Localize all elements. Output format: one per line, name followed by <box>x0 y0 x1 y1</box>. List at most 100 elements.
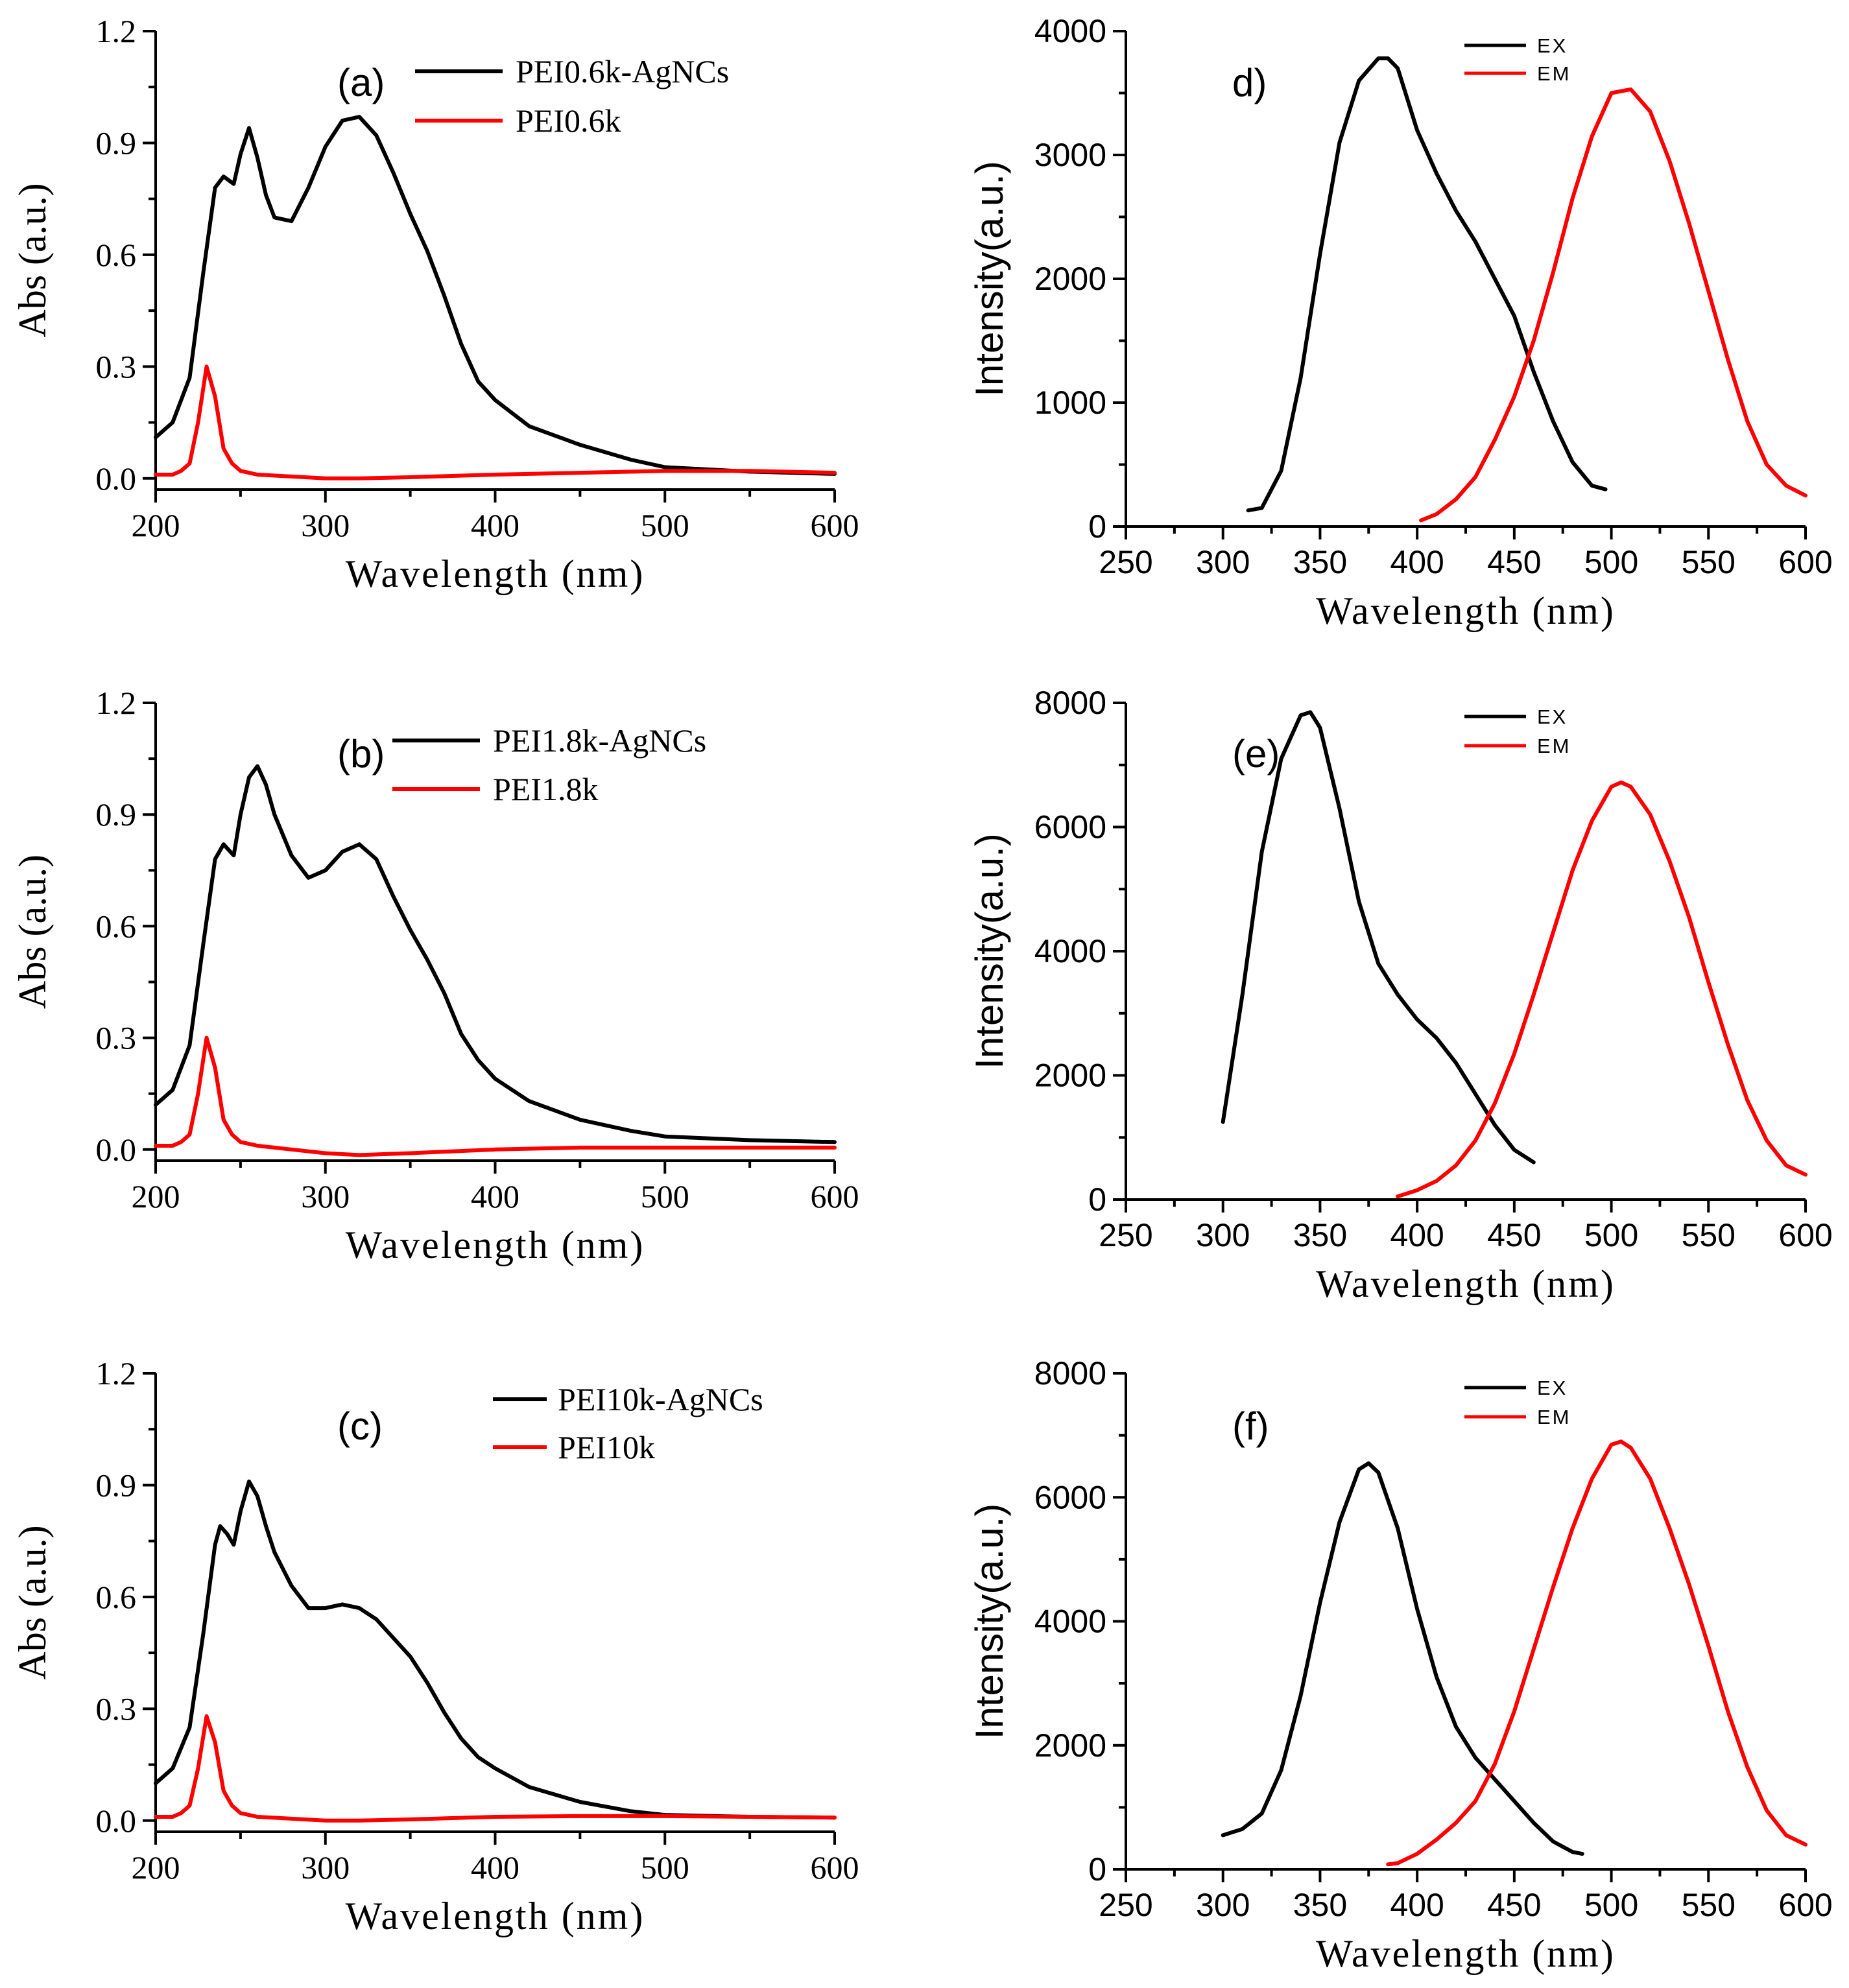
panel-label: (f) <box>1232 1404 1269 1448</box>
series-line-pei1-8k-agncs <box>154 764 837 1144</box>
x-tick-label: 500 <box>641 1849 689 1886</box>
y-tick-label: 1.2 <box>96 685 137 721</box>
y-axis-title: Abs (a.u.) <box>11 183 54 337</box>
y-tick-label: 0 <box>1088 1851 1106 1887</box>
y-tick-label: 2000 <box>1034 261 1106 297</box>
legend-label: EX <box>1537 34 1568 57</box>
x-tick-label: 250 <box>1099 544 1152 580</box>
legend-label: EM <box>1537 62 1571 85</box>
x-axis-title: Wavelength (nm) <box>346 1895 645 1937</box>
legend-label: EM <box>1537 735 1571 757</box>
y-axis-title: Intensity(a.u.) <box>968 161 1011 397</box>
x-tick-label: 600 <box>1778 1217 1832 1253</box>
x-tick-label: 400 <box>471 1849 519 1886</box>
x-tick-label: 600 <box>811 1849 859 1886</box>
y-axis-title: Intensity(a.u.) <box>968 1504 1011 1740</box>
legend-label: EM <box>1537 1406 1571 1428</box>
legend: EX EM <box>1464 705 1571 757</box>
x-tick-label: 450 <box>1487 544 1541 580</box>
legend-label: EX <box>1537 1377 1568 1399</box>
x-tick-label: 500 <box>641 1178 689 1214</box>
x-tick-label: 400 <box>1390 1217 1444 1253</box>
y-tick-label: 0.3 <box>96 1690 137 1727</box>
chart-panel-d: 250 300 350 400 450 500 550 600 0 1000 2000 3000 400… <box>968 13 1833 632</box>
chart-panel-a: 200 300 400 500 600 0.0 0.3 0.6 0.9 1.2 Wavelength… <box>11 13 859 595</box>
y-tick-label: 0.6 <box>96 1579 137 1615</box>
y-tick-label: 2000 <box>1034 1058 1106 1094</box>
legend-label: PEI10k-AgNCs <box>558 1381 763 1417</box>
y-tick-label: 1000 <box>1034 385 1106 421</box>
y-tick-label: 8000 <box>1034 685 1106 721</box>
panel-label: d) <box>1232 61 1267 104</box>
x-tick-label: 450 <box>1487 1217 1541 1253</box>
x-tick-label: 350 <box>1293 1887 1347 1923</box>
x-tick-label: 400 <box>471 1178 519 1214</box>
x-tick-label: 550 <box>1682 1217 1736 1253</box>
series-line-pei10k-agncs <box>154 1479 837 1820</box>
x-axis-title: Wavelength (nm) <box>1316 1932 1616 1975</box>
x-tick-label: 600 <box>1778 544 1832 580</box>
y-tick-label: 0.6 <box>96 908 137 944</box>
legend-label: PEI0.6k <box>516 102 621 139</box>
x-tick-label: 300 <box>301 507 350 543</box>
y-tick-label: 0.9 <box>96 796 137 833</box>
y-tick-label: 0 <box>1088 508 1106 545</box>
x-tick-label: 300 <box>301 1178 350 1214</box>
x-tick-label: 300 <box>1196 1887 1250 1923</box>
panel-label: (e) <box>1232 732 1280 775</box>
series-line-ex <box>1221 1461 1584 1856</box>
x-tick-label: 550 <box>1682 544 1736 580</box>
x-tick-label: 400 <box>1390 544 1444 580</box>
legend-label: PEI1.8k <box>493 771 599 807</box>
chart-panel-c: 200 300 400 500 600 0.0 0.3 0.6 0.9 1.2 Wavelength… <box>11 1355 859 1937</box>
x-tick-label: 300 <box>1196 544 1250 580</box>
y-tick-label: 0.3 <box>96 348 137 385</box>
y-tick-label: 3000 <box>1034 137 1106 173</box>
panel-label: (c) <box>337 1404 383 1448</box>
x-tick-label: 300 <box>301 1849 350 1886</box>
x-tick-label: 350 <box>1293 544 1347 580</box>
x-axis-title: Wavelength (nm) <box>346 1224 645 1266</box>
y-tick-label: 0.0 <box>96 460 137 497</box>
y-tick-label: 4000 <box>1034 13 1106 49</box>
legend-label: PEI1.8k-AgNCs <box>493 722 706 759</box>
y-tick-label: 2000 <box>1034 1727 1106 1764</box>
series-line-em <box>1419 87 1807 523</box>
y-tick-label: 0.3 <box>96 1020 137 1056</box>
x-tick-label: 600 <box>811 507 859 543</box>
y-axis-title: Intensity(a.u.) <box>968 833 1011 1069</box>
x-tick-label: 500 <box>1584 1217 1638 1253</box>
x-tick-label: 450 <box>1487 1887 1541 1923</box>
y-tick-label: 0 <box>1088 1181 1106 1218</box>
legend-label: PEI10k <box>558 1429 655 1465</box>
y-tick-label: 0.0 <box>96 1803 137 1839</box>
chart-panel-b: 200 300 400 500 600 0.0 0.3 0.6 0.9 1.2 Wavelength… <box>11 685 859 1266</box>
x-tick-label: 600 <box>811 1178 859 1214</box>
series-line-pei1-8k <box>154 1035 837 1157</box>
legend: EX EM <box>1464 34 1571 85</box>
legend: PEI0.6k-AgNCs PEI0.6k <box>415 53 729 139</box>
legend-label: PEI0.6k-AgNCs <box>516 53 729 89</box>
legend: PEI1.8k-AgNCs PEI1.8k <box>392 722 706 807</box>
legend: PEI10k-AgNCs PEI10k <box>493 1381 763 1465</box>
panel-label: (b) <box>337 732 385 775</box>
legend: EX EM <box>1464 1377 1571 1428</box>
x-tick-label: 500 <box>641 507 689 543</box>
series-line-pei0-6k-agncs <box>154 115 837 476</box>
x-axis-title: Wavelength (nm) <box>346 552 645 595</box>
x-tick-label: 300 <box>1196 1217 1250 1253</box>
series-line-em <box>1396 780 1807 1199</box>
x-axis-title: Wavelength (nm) <box>1316 1262 1616 1305</box>
chart-panel-f: 250 300 350 400 450 500 550 6000200040006000800… <box>968 1355 1833 1975</box>
x-tick-label: 400 <box>471 507 519 543</box>
y-tick-label: 0.9 <box>96 1467 137 1503</box>
y-axis-title: Abs (a.u.) <box>11 1525 54 1679</box>
series-line-ex <box>1221 710 1536 1165</box>
y-tick-label: 6000 <box>1034 1479 1106 1515</box>
y-tick-label: 0.6 <box>96 237 137 273</box>
x-tick-label: 250 <box>1099 1217 1152 1253</box>
y-tick-label: 8000 <box>1034 1355 1106 1391</box>
y-axis-title: Abs (a.u.) <box>11 855 54 1009</box>
x-tick-label: 500 <box>1584 1887 1638 1923</box>
